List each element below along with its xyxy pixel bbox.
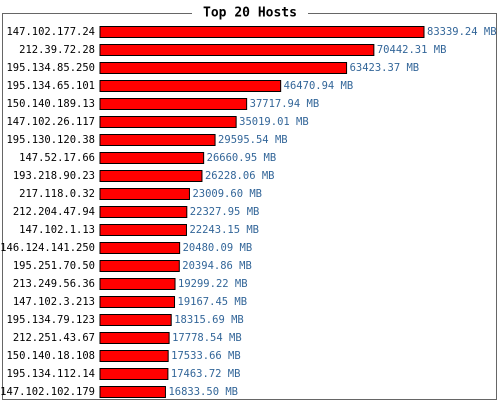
bar: [99, 224, 187, 236]
value-label: 20480.09 MB: [183, 242, 253, 254]
bar: [99, 170, 203, 182]
category-label: 147.102.26.117: [6, 116, 95, 128]
bar: [99, 278, 176, 290]
bar: [99, 80, 282, 92]
category-label: 150.140.189.13: [6, 98, 95, 110]
value-label: 22243.15 MB: [189, 224, 259, 236]
category-label: 212.204.47.94: [13, 206, 95, 218]
value-label: 46470.94 MB: [284, 80, 354, 92]
bar: [99, 26, 425, 38]
category-label: 150.140.18.108: [6, 350, 95, 362]
bar: [99, 98, 248, 110]
category-label: 193.218.90.23: [13, 170, 95, 182]
value-label: 29595.54 MB: [218, 134, 288, 146]
category-label: 195.134.112.14: [6, 368, 95, 380]
bar: [99, 44, 375, 56]
bar: [99, 116, 237, 128]
bar: [99, 314, 172, 326]
value-label: 17778.54 MB: [172, 332, 242, 344]
value-label: 26660.95 MB: [207, 152, 277, 164]
category-label: 212.39.72.28: [19, 44, 95, 56]
value-label: 17533.66 MB: [171, 350, 241, 362]
value-label: 19299.22 MB: [178, 278, 248, 290]
value-label: 17463.72 MB: [171, 368, 241, 380]
category-label: 147.102.3.213: [13, 296, 95, 308]
bar: [99, 188, 190, 200]
value-label: 23009.60 MB: [192, 188, 262, 200]
bar: [99, 350, 169, 362]
category-label: 212.251.43.67: [13, 332, 95, 344]
bar: [99, 368, 169, 380]
bar: [99, 62, 348, 74]
category-label: 147.52.17.66: [19, 152, 95, 164]
category-label: 217.118.0.32: [19, 188, 95, 200]
category-label: 146.124.141.250: [0, 242, 95, 254]
category-label: 147.102.102.179: [0, 386, 95, 398]
chart-title: Top 20 Hosts: [203, 6, 297, 21]
category-label: 195.134.65.101: [6, 80, 95, 92]
bar: [99, 296, 176, 308]
value-label: 35019.01 MB: [239, 116, 309, 128]
value-label: 37717.94 MB: [250, 98, 320, 110]
bar: [99, 332, 170, 344]
bar: [99, 386, 166, 398]
value-label: 70442.31 MB: [377, 44, 447, 56]
category-label: 147.102.177.24: [6, 26, 95, 38]
bar: [99, 260, 180, 272]
value-label: 18315.69 MB: [174, 314, 244, 326]
title-bg: [192, 5, 308, 21]
category-label: 147.102.1.13: [19, 224, 95, 236]
value-label: 20394.86 MB: [182, 260, 252, 272]
category-label: 195.134.79.123: [6, 314, 95, 326]
category-label: 195.134.85.250: [6, 62, 95, 74]
bar: [99, 152, 205, 164]
value-label: 16833.50 MB: [168, 386, 238, 398]
bar: [99, 242, 181, 254]
category-label: 195.130.120.38: [6, 134, 95, 146]
value-label: 83339.24 MB: [427, 26, 497, 38]
value-label: 63423.37 MB: [350, 62, 420, 74]
value-label: 22327.95 MB: [190, 206, 260, 218]
category-label: 213.249.56.36: [13, 278, 95, 290]
bar: [99, 206, 188, 218]
value-label: 26228.06 MB: [205, 170, 275, 182]
bar: [99, 134, 216, 146]
value-label: 19167.45 MB: [178, 296, 248, 308]
category-label: 195.251.70.50: [13, 260, 95, 272]
